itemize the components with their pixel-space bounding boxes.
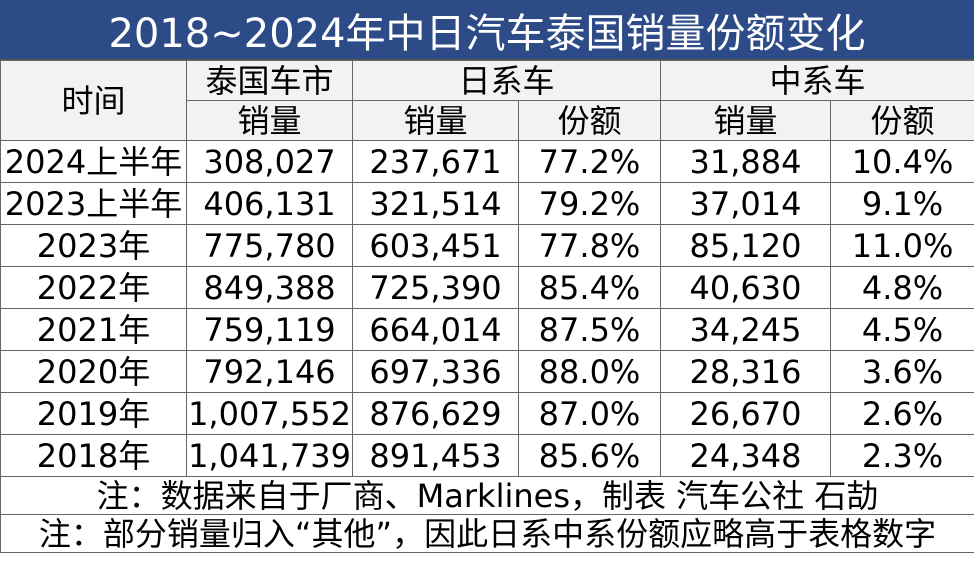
cell-jp-sales: 321,514	[352, 182, 519, 225]
cell-cn-sales: 34,245	[660, 308, 832, 351]
cell-jp-sales: 876,629	[352, 392, 519, 435]
cell-cn-share: 11.0%	[830, 224, 974, 267]
cell-cn-share: 2.3%	[830, 434, 974, 477]
cell-jp-sales: 891,453	[352, 434, 519, 477]
cell-cn-share: 9.1%	[830, 182, 974, 225]
cell-jp-sales: 664,014	[352, 308, 519, 351]
cell-thai-sales: 775,780	[186, 224, 353, 267]
note-source: 注：数据来自于厂商、Marklines，制表 汽车公社 石劼	[0, 476, 974, 515]
header-row-2: 销量 销量 份额 销量 份额	[1, 100, 974, 141]
cell-period: 2019年	[0, 392, 187, 435]
cell-jp-share: 85.4%	[517, 266, 662, 309]
cell-cn-share: 2.6%	[830, 392, 974, 435]
header-thai-market: 泰国车市	[186, 60, 353, 101]
header-row-1: 时间 泰国车市 日系车 中系车	[0, 60, 974, 141]
cell-jp-sales: 237,671	[352, 140, 519, 183]
cell-jp-share: 87.0%	[517, 392, 662, 435]
notes-section: 注：数据来自于厂商、Marklines，制表 汽车公社 石劼 注：部分销量归入“…	[0, 476, 974, 553]
cell-thai-sales: 406,131	[186, 182, 353, 225]
table-row: 2019年 1,007,552 876,629 87.0% 26,670 2.6%	[0, 392, 974, 435]
cell-period: 2022年	[0, 266, 187, 309]
table-row: 2021年 759,119 664,014 87.5% 34,245 4.5%	[0, 308, 974, 351]
note-other: 注：部分销量归入“其他”，因此日系中系份额应略高于表格数字	[0, 514, 974, 553]
table-row: 2018年 1,041,739 891,453 85.6% 24,348 2.3%	[0, 434, 974, 477]
cell-cn-sales: 26,670	[660, 392, 832, 435]
cell-period: 2024上半年	[0, 140, 187, 183]
table-row: 2023上半年 406,131 321,514 79.2% 37,014 9.1%	[0, 182, 974, 225]
cell-period: 2020年	[0, 350, 187, 393]
table-row: 2020年 792,146 697,336 88.0% 28,316 3.6%	[0, 350, 974, 393]
cell-cn-sales: 37,014	[660, 182, 832, 225]
cell-cn-share: 4.8%	[830, 266, 974, 309]
cell-thai-sales: 308,027	[186, 140, 353, 183]
cell-jp-share: 77.8%	[517, 224, 662, 267]
cell-period: 2021年	[0, 308, 187, 351]
sales-table: 时间 泰国车市 日系车 中系车 销量 销量 份额 销量 份额 2024上半年 30…	[0, 60, 974, 553]
cell-thai-sales: 1,007,552	[186, 392, 353, 435]
header-chinese: 中系车	[660, 60, 974, 101]
cell-cn-sales: 40,630	[660, 266, 832, 309]
table-row: 2022年 849,388 725,390 85.4% 40,630 4.8%	[0, 266, 974, 309]
cell-thai-sales: 849,388	[186, 266, 353, 309]
cell-cn-share: 10.4%	[830, 140, 974, 183]
header-time: 时间	[0, 60, 187, 141]
cell-jp-sales: 725,390	[352, 266, 519, 309]
cell-thai-sales: 1,041,739	[186, 434, 353, 477]
cell-cn-sales: 85,120	[660, 224, 832, 267]
cell-thai-sales: 759,119	[186, 308, 353, 351]
table-title: 2018~2024年中日汽车泰国销量份额变化	[0, 0, 974, 60]
cell-jp-share: 88.0%	[517, 350, 662, 393]
cell-period: 2018年	[0, 434, 187, 477]
cell-jp-share: 85.6%	[517, 434, 662, 477]
cell-cn-sales: 24,348	[660, 434, 832, 477]
cell-jp-sales: 603,451	[352, 224, 519, 267]
table-row: 2023年 775,780 603,451 77.8% 85,120 11.0%	[0, 224, 974, 267]
header-cn-sales: 销量	[660, 100, 832, 141]
header-japanese: 日系车	[351, 60, 662, 101]
cell-cn-share: 3.6%	[830, 350, 974, 393]
cell-cn-sales: 28,316	[660, 350, 832, 393]
cell-thai-sales: 792,146	[186, 350, 353, 393]
header-cn-share: 份额	[830, 100, 974, 141]
cell-period: 2023年	[0, 224, 187, 267]
cell-period: 2023上半年	[0, 182, 187, 225]
header-jp-share: 份额	[517, 100, 662, 141]
cell-cn-share: 4.5%	[830, 308, 974, 351]
cell-jp-share: 87.5%	[517, 308, 662, 351]
header-thai-sales: 销量	[186, 100, 353, 141]
cell-jp-share: 79.2%	[517, 182, 662, 225]
header-jp-sales: 销量	[352, 100, 519, 141]
cell-cn-sales: 31,884	[660, 140, 832, 183]
cell-jp-sales: 697,336	[352, 350, 519, 393]
cell-jp-share: 77.2%	[517, 140, 662, 183]
table-row: 2024上半年 308,027 237,671 77.2% 31,884 10.4%	[0, 140, 974, 183]
